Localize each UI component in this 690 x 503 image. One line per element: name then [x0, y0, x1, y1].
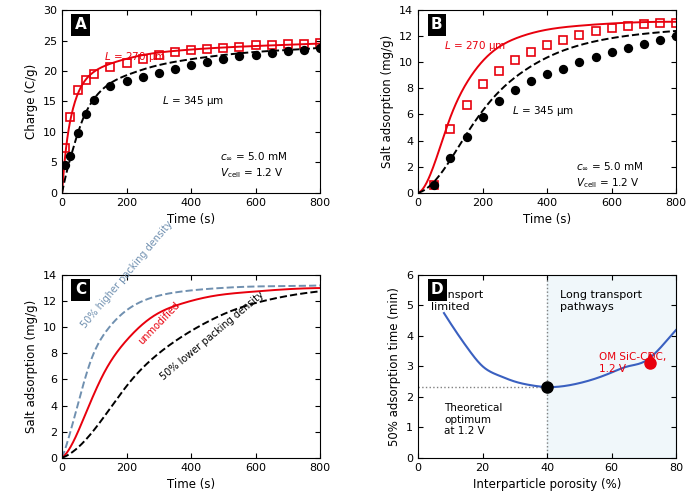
- Text: unmodified: unmodified: [137, 300, 181, 347]
- Text: D: D: [431, 282, 444, 297]
- Text: $V_\mathrm{cell}$ = 1.2 V: $V_\mathrm{cell}$ = 1.2 V: [220, 165, 284, 180]
- Y-axis label: 50% adsorption time (min): 50% adsorption time (min): [388, 287, 401, 446]
- Text: Transport
limited: Transport limited: [431, 290, 483, 312]
- Y-axis label: Salt adsorption (mg/g): Salt adsorption (mg/g): [381, 35, 393, 168]
- Text: OM SiC-CDC,
1.2 V: OM SiC-CDC, 1.2 V: [599, 352, 666, 374]
- X-axis label: Time (s): Time (s): [167, 478, 215, 491]
- Text: B: B: [431, 18, 443, 32]
- X-axis label: Interparticle porosity (%): Interparticle porosity (%): [473, 478, 622, 491]
- Text: A: A: [75, 18, 87, 32]
- Y-axis label: Salt adsorption (mg/g): Salt adsorption (mg/g): [25, 300, 37, 433]
- Text: $V_\mathrm{cell}$ = 1.2 V: $V_\mathrm{cell}$ = 1.2 V: [576, 176, 640, 190]
- Y-axis label: Charge (C/g): Charge (C/g): [25, 64, 37, 139]
- Text: 50% higher packing density: 50% higher packing density: [80, 219, 175, 330]
- X-axis label: Time (s): Time (s): [167, 213, 215, 226]
- Text: Theoretical
optimum
at 1.2 V: Theoretical optimum at 1.2 V: [444, 403, 502, 436]
- Text: 50% lower packing density: 50% lower packing density: [159, 290, 266, 382]
- Bar: [547, 275, 676, 458]
- Text: Long transport
pathways: Long transport pathways: [560, 290, 642, 312]
- Text: $c_\infty$ = 5.0 mM: $c_\infty$ = 5.0 mM: [220, 150, 287, 162]
- Text: $L$ = 270 μm: $L$ = 270 μm: [104, 50, 166, 64]
- Text: $L$ = 345 μm: $L$ = 345 μm: [512, 105, 574, 119]
- Text: C: C: [75, 282, 86, 297]
- X-axis label: Time (s): Time (s): [523, 213, 571, 226]
- Text: $L$ = 270 μm: $L$ = 270 μm: [444, 39, 506, 53]
- Text: $c_\infty$ = 5.0 mM: $c_\infty$ = 5.0 mM: [576, 160, 643, 172]
- Text: $L$ = 345 μm: $L$ = 345 μm: [162, 95, 224, 109]
